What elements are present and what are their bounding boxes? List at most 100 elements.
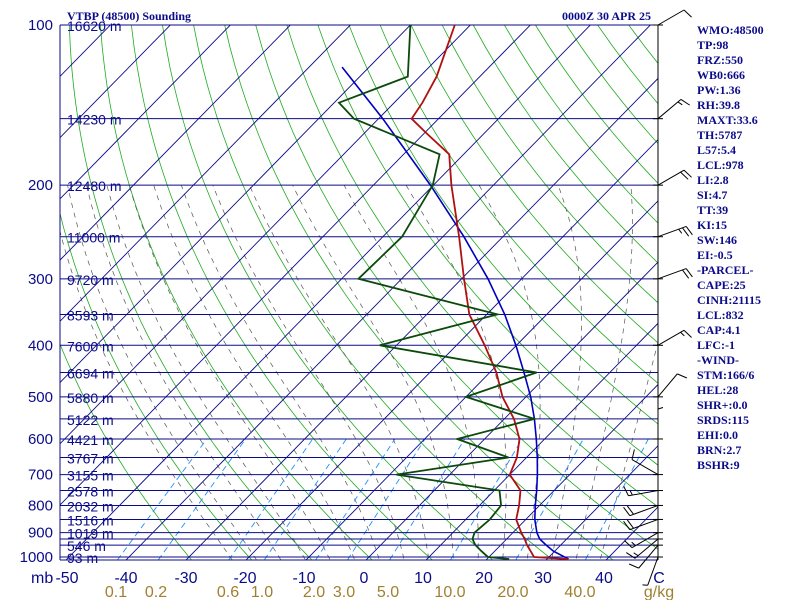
barb-flag <box>682 227 690 237</box>
mixing-ratio-line <box>315 438 396 560</box>
index-line: LFC:-1 <box>697 338 735 352</box>
barb-half-flag <box>678 228 683 234</box>
isotherm <box>185 77 658 560</box>
moist-adiabat <box>180 184 380 560</box>
dry-adiabat <box>100 25 373 560</box>
barb-staff <box>629 518 659 531</box>
wind-barb <box>623 486 663 497</box>
index-line: WB0:666 <box>697 68 745 82</box>
wind-barb <box>653 373 688 398</box>
mixing-ratio-tick-label: 1.0 <box>251 584 273 600</box>
barb-flag <box>623 507 631 517</box>
height-label: 546 m <box>67 538 106 554</box>
index-line: TP:98 <box>697 38 729 52</box>
mixing-ratio-tick-label: 20.0 <box>497 584 528 600</box>
moist-adiabat <box>106 185 306 560</box>
index-line: -WIND- <box>697 353 739 367</box>
index-line: EI:-0.5 <box>697 248 733 262</box>
height-label: 2578 m <box>67 484 114 500</box>
index-panel: WMO:48500 TP:98 FRZ:550 WB0:666 PW:1.36 RH:39… <box>697 23 764 473</box>
index-line: SRDS:115 <box>697 413 750 427</box>
temperature-tick-label: 0 <box>360 570 369 587</box>
index-line: PW:1.36 <box>697 83 741 97</box>
barb-flag <box>623 486 629 496</box>
barb-flag <box>685 226 693 236</box>
pressure-tick-label: 600 <box>28 431 53 448</box>
temperature-tick-label: -40 <box>114 570 137 587</box>
barb-staff <box>631 532 659 549</box>
pressure-tick-label: 300 <box>28 271 53 288</box>
isotherm <box>65 25 591 560</box>
temperature-tick-label: -10 <box>292 570 315 587</box>
index-line: SI:4.7 <box>697 188 728 202</box>
mixing-ratio-line <box>228 438 314 560</box>
pressure-tick-label: 400 <box>28 337 53 354</box>
index-line: LCL:832 <box>697 308 744 322</box>
mixing-ratio-line <box>346 438 426 560</box>
plot-frame <box>59 25 659 561</box>
barb-staff <box>657 169 685 186</box>
parcel-trace <box>341 66 569 560</box>
isotherm <box>245 139 658 560</box>
isotherm <box>425 322 658 560</box>
index-line: CAP:4.1 <box>697 323 741 337</box>
height-label: 9720 m <box>67 272 114 288</box>
wind-barb <box>628 544 663 569</box>
wind-barb <box>653 9 692 26</box>
height-label: 3767 m <box>67 450 114 466</box>
barb-staff <box>657 268 687 280</box>
wind-barb <box>653 406 664 440</box>
pressure-tick-label: 1000 <box>20 549 53 566</box>
barb-staff <box>657 225 687 238</box>
dry-adiabat <box>60 343 192 560</box>
height-label: 7600 m <box>67 338 114 354</box>
wind-barb <box>653 225 693 238</box>
wind-barb <box>653 98 690 120</box>
temperature-tick-label: 10 <box>414 570 432 587</box>
barb-half-flag <box>633 552 639 557</box>
moist-adiabat <box>575 185 633 560</box>
isotherm <box>60 25 531 506</box>
barb-staff <box>628 490 659 497</box>
height-label: 93 m <box>67 550 98 566</box>
profiles <box>337 25 569 560</box>
isotherm <box>305 200 658 560</box>
barb-flag <box>624 540 633 549</box>
barb-flag <box>683 9 692 18</box>
barb-half-flag <box>680 331 685 337</box>
barb-half-flag <box>629 490 633 496</box>
barb-flag <box>631 449 635 460</box>
index-line: CINH:21115 <box>697 293 762 307</box>
wind-barb <box>626 538 663 559</box>
moist-adiabat <box>551 184 582 560</box>
moist-adiabat <box>153 184 356 560</box>
barb-staff <box>657 9 685 26</box>
height-label: 6694 m <box>67 366 114 382</box>
moist-adiabat <box>249 184 430 560</box>
barb-flag <box>623 521 631 531</box>
pressure-tick-label: 100 <box>28 17 53 34</box>
index-line: EHI:0.0 <box>697 428 739 442</box>
wind-barbs <box>623 9 693 586</box>
index-line: TH:5787 <box>697 128 743 142</box>
mixing-ratio-tick-label: 0.2 <box>145 584 167 600</box>
wind-barb <box>653 169 692 186</box>
isotherm <box>0 13 62 568</box>
isotherm <box>545 445 658 560</box>
mixing-ratio-line <box>515 438 584 560</box>
height-label: 5122 m <box>67 412 114 428</box>
mixing-ratio-tick-label: 10.0 <box>434 584 465 600</box>
barb-flag <box>683 169 692 178</box>
isotherm <box>60 25 351 322</box>
mixing-ratio-tick-label: 0.6 <box>217 584 239 600</box>
index-line: CAPE:25 <box>697 278 746 292</box>
pressure-tick-label: 200 <box>28 177 53 194</box>
isotherms <box>0 13 658 568</box>
pressure-tick-label: 900 <box>28 525 53 542</box>
dry-adiabat <box>131 25 433 560</box>
wind-barb <box>623 504 663 517</box>
mixing-ratio-line <box>584 438 649 560</box>
index-line: KI:15 <box>697 218 727 232</box>
